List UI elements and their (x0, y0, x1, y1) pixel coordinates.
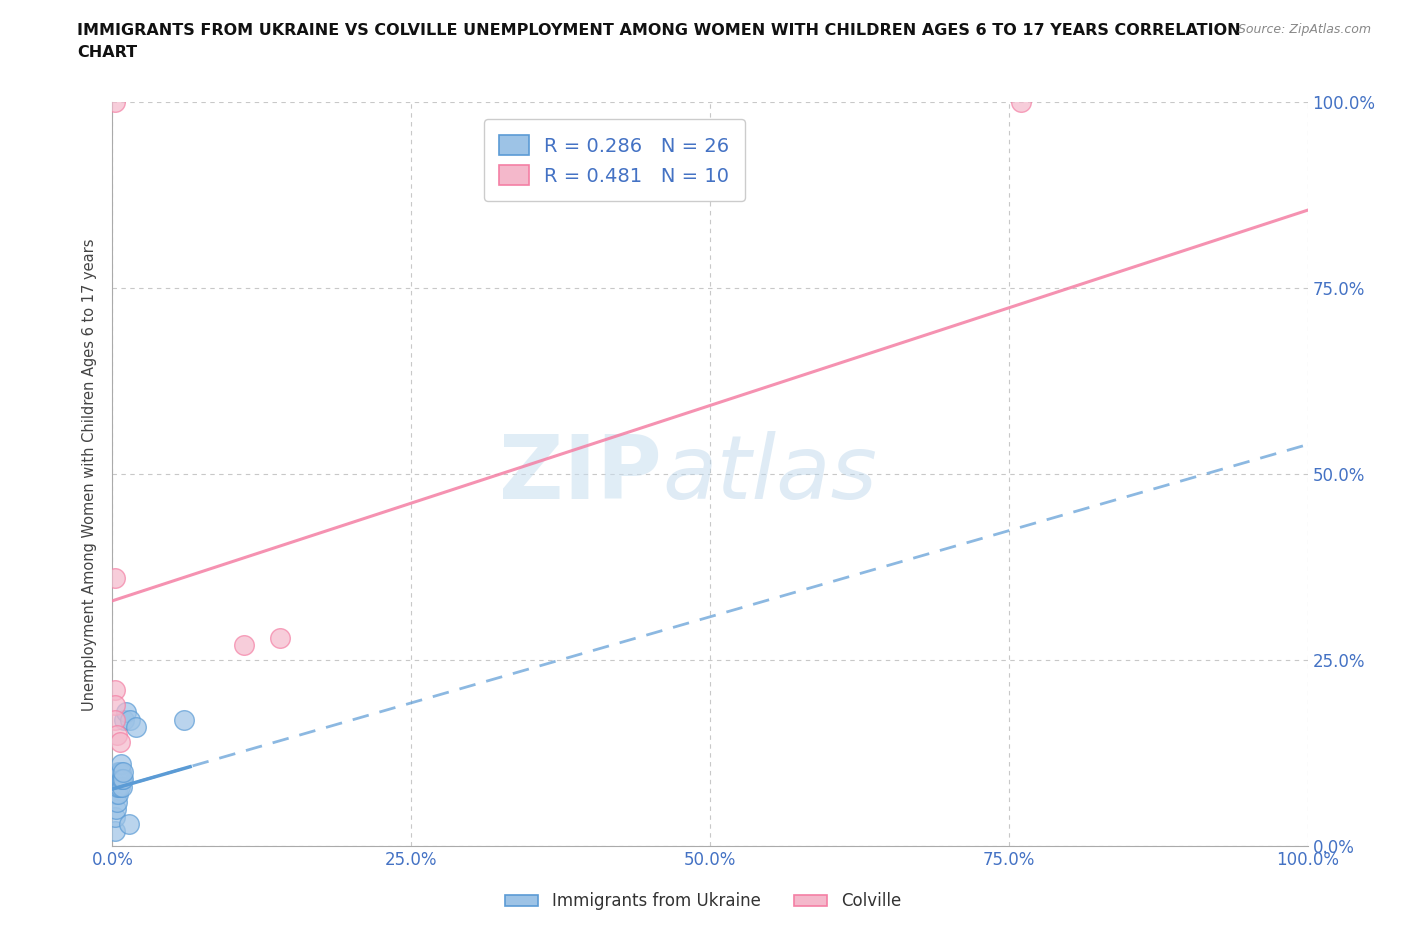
Point (110, 757, 132, 772)
Point (114, 712, 135, 727)
Point (111, 772, 134, 787)
Text: IMMIGRANTS FROM UKRAINE VS COLVILLE UNEMPLOYMENT AMONG WOMEN WITH CHILDREN AGES : IMMIGRANTS FROM UKRAINE VS COLVILLE UNEM… (77, 23, 1241, 38)
Point (173, 712, 195, 727)
Legend: R = 0.286   N = 26, R = 0.481   N = 10: R = 0.286 N = 26, R = 0.481 N = 10 (484, 119, 745, 202)
Point (108, 772, 131, 787)
Point (104, 698, 127, 712)
Point (105, 802, 128, 817)
Point (104, 95, 127, 110)
Text: Source: ZipAtlas.com: Source: ZipAtlas.com (1237, 23, 1371, 36)
Point (114, 705, 136, 720)
Point (107, 787, 129, 802)
Point (111, 779, 134, 794)
Legend: Immigrants from Ukraine, Colville: Immigrants from Ukraine, Colville (499, 885, 907, 917)
Point (104, 571, 127, 586)
Point (108, 735, 131, 750)
Point (120, 712, 142, 727)
Text: CHART: CHART (77, 45, 138, 60)
Point (105, 794, 128, 809)
Point (104, 824, 127, 839)
Point (107, 779, 129, 794)
Y-axis label: Unemployment Among Women with Children Ages 6 to 17 years: Unemployment Among Women with Children A… (82, 238, 97, 711)
Text: ZIP: ZIP (499, 431, 662, 518)
Point (104, 712, 127, 727)
Point (108, 779, 131, 794)
Point (108, 764, 131, 779)
Point (125, 720, 148, 735)
Point (105, 787, 128, 802)
Point (233, 638, 256, 653)
Point (1010, 95, 1032, 110)
Point (110, 772, 132, 787)
Text: atlas: atlas (662, 432, 877, 517)
Point (105, 779, 128, 794)
Point (118, 817, 141, 831)
Point (104, 809, 127, 824)
Point (105, 727, 128, 742)
Point (107, 764, 129, 779)
Point (104, 683, 127, 698)
Point (269, 631, 291, 645)
Point (112, 772, 135, 787)
Point (112, 764, 135, 779)
Point (105, 772, 128, 787)
Point (110, 764, 132, 779)
